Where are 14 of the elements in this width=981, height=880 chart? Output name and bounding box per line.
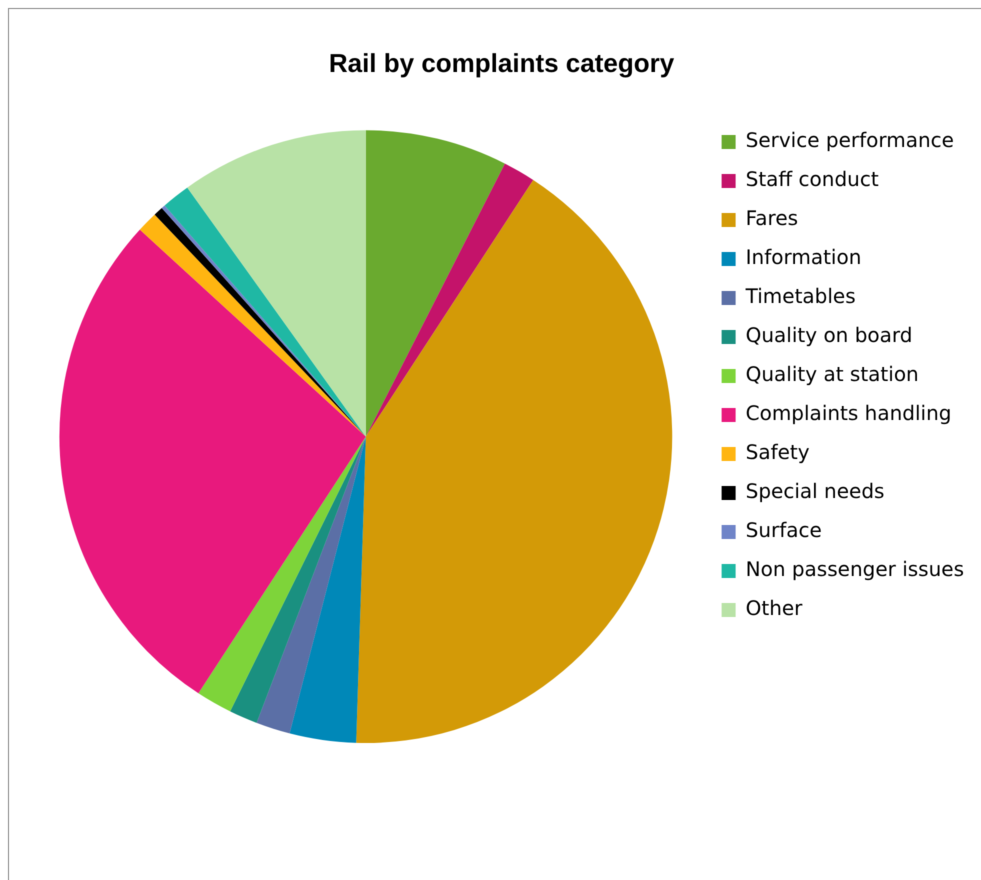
legend-label: Complaints handling <box>746 401 952 426</box>
chart-title: Rail by complaints category <box>328 48 675 78</box>
legend-label: Other <box>746 596 804 620</box>
legend-label: Quality on board <box>746 323 912 348</box>
legend-label: Quality at station <box>746 362 919 386</box>
legend-label: Staff conduct <box>746 167 879 192</box>
legend-label: Special needs <box>746 479 884 504</box>
legend-label: Safety <box>746 440 810 464</box>
legend-label: Non passenger issues <box>746 557 964 582</box>
legend-label: Fares <box>746 206 798 230</box>
legend-label: Information <box>746 245 862 270</box>
legend-label: Timetables <box>744 284 856 308</box>
legend-label: Service performance <box>746 128 954 152</box>
legend-label: Surface <box>746 518 822 542</box>
